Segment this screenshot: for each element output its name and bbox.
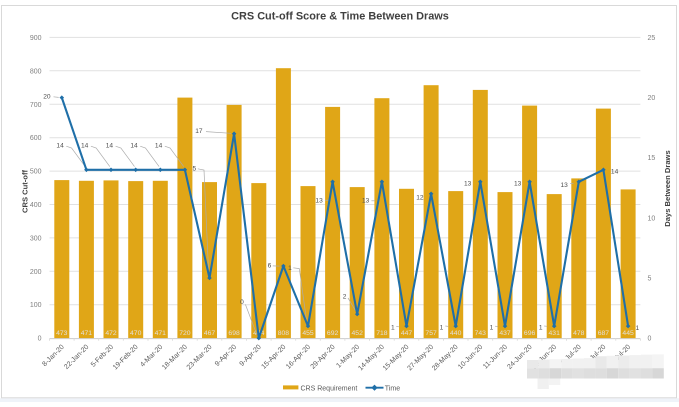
svg-text:2: 2 (343, 293, 347, 300)
svg-text:20: 20 (648, 95, 656, 102)
svg-text:13: 13 (362, 198, 370, 205)
svg-text:698: 698 (228, 330, 240, 337)
svg-text:0: 0 (240, 299, 244, 306)
svg-text:687: 687 (598, 330, 610, 337)
svg-text:300: 300 (30, 235, 42, 242)
svg-text:757: 757 (425, 330, 437, 337)
svg-text:1: 1 (288, 265, 292, 272)
svg-text:696: 696 (524, 330, 536, 337)
svg-text:25: 25 (648, 35, 656, 42)
svg-text:0: 0 (38, 336, 42, 343)
svg-text:CRS Cut-off Score & Time Betwe: CRS Cut-off Score & Time Between Draws (231, 10, 449, 22)
svg-text:431: 431 (549, 330, 561, 337)
svg-text:800: 800 (30, 68, 42, 75)
svg-text:6: 6 (268, 263, 272, 270)
svg-text:0: 0 (648, 336, 652, 343)
svg-text:400: 400 (30, 202, 42, 209)
svg-text:1: 1 (440, 325, 444, 332)
svg-text:Days Between Draws: Days Between Draws (663, 150, 672, 226)
svg-text:455: 455 (302, 330, 314, 337)
svg-text:447: 447 (401, 330, 413, 337)
svg-text:15: 15 (648, 155, 656, 162)
svg-text:478: 478 (573, 330, 585, 337)
svg-text:472: 472 (105, 330, 117, 337)
svg-text:14: 14 (155, 143, 163, 150)
svg-text:13: 13 (561, 182, 569, 189)
svg-text:14: 14 (56, 143, 64, 150)
svg-text:17: 17 (195, 128, 203, 135)
svg-text:467: 467 (204, 330, 216, 337)
svg-text:452: 452 (352, 330, 364, 337)
svg-text:5: 5 (648, 276, 652, 283)
svg-text:Time: Time (385, 386, 400, 393)
svg-text:14: 14 (106, 143, 114, 150)
svg-text:14: 14 (130, 143, 138, 150)
svg-text:445: 445 (622, 330, 634, 337)
svg-text:692: 692 (327, 330, 339, 337)
svg-text:14: 14 (81, 143, 89, 150)
svg-text:600: 600 (30, 135, 42, 142)
svg-text:1: 1 (490, 325, 494, 332)
svg-text:473: 473 (56, 330, 68, 337)
svg-text:10: 10 (648, 215, 656, 222)
svg-text:12: 12 (416, 194, 424, 201)
svg-text:470: 470 (130, 330, 142, 337)
svg-text:700: 700 (30, 102, 42, 109)
svg-text:1: 1 (391, 325, 395, 332)
svg-text:437: 437 (499, 330, 511, 337)
svg-text:CRS Cut-off: CRS Cut-off (21, 170, 30, 213)
svg-text:5: 5 (192, 166, 196, 173)
svg-text:500: 500 (30, 169, 42, 176)
svg-text:20: 20 (43, 94, 51, 101)
svg-text:13: 13 (315, 198, 323, 205)
svg-text:1: 1 (539, 325, 543, 332)
svg-text:1: 1 (635, 325, 639, 332)
svg-text:808: 808 (278, 330, 290, 337)
svg-text:14: 14 (611, 168, 619, 175)
svg-text:200: 200 (30, 269, 42, 276)
svg-text:100: 100 (30, 302, 42, 309)
svg-text:718: 718 (376, 330, 388, 337)
svg-text:720: 720 (179, 330, 191, 337)
svg-text:743: 743 (475, 330, 487, 337)
svg-text:440: 440 (450, 330, 462, 337)
svg-text:CRS Requirement: CRS Requirement (301, 386, 358, 393)
svg-text:13: 13 (464, 181, 472, 188)
svg-text:13: 13 (514, 181, 522, 188)
svg-text:900: 900 (30, 35, 42, 42)
svg-text:471: 471 (155, 330, 167, 337)
svg-text:471: 471 (81, 330, 93, 337)
